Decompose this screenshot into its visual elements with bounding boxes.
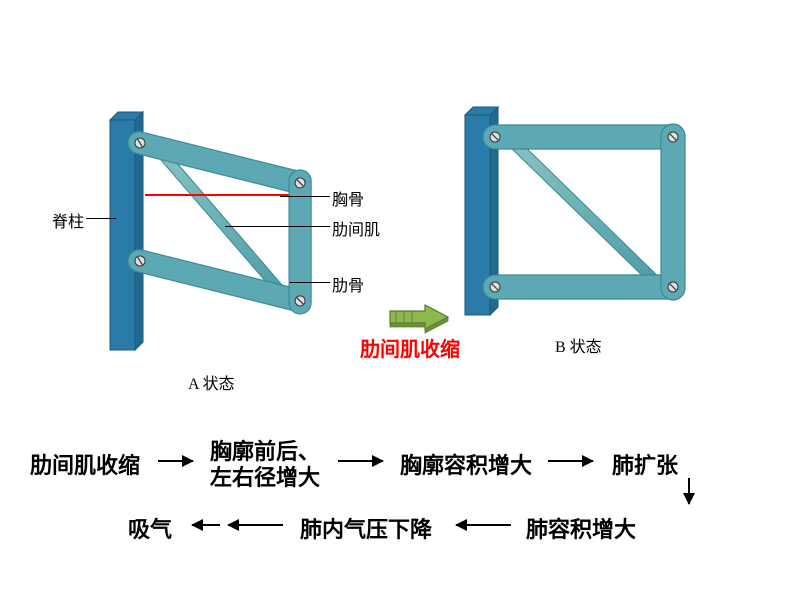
- flow-arrow-5: [456, 524, 511, 526]
- flow-step5: 肺容积增大: [526, 512, 636, 544]
- label-line-rib: [290, 282, 330, 283]
- label-spine: 脊柱: [52, 208, 84, 232]
- flow-step1: 肋间肌收缩: [30, 448, 140, 480]
- flow-step7: 吸气: [128, 512, 172, 544]
- flow-arrow-6: [228, 524, 283, 526]
- diagram-a: [110, 120, 370, 380]
- diagram-b: [465, 115, 725, 335]
- flow-arrow-4: [688, 478, 690, 504]
- label-line-intercostal: [225, 226, 330, 227]
- label-rib: 肋骨: [332, 272, 364, 296]
- action-label: 肋间肌收缩: [360, 333, 460, 362]
- flow-arrow-3: [548, 460, 593, 462]
- flow-step2b: 左右径增大: [210, 460, 320, 492]
- flow-arrow-6b: [192, 524, 220, 526]
- state-b-label: B 状态: [555, 333, 602, 357]
- flow-arrow-1: [158, 460, 193, 462]
- label-line-spine: [86, 218, 116, 219]
- state-a-label: A 状态: [188, 370, 235, 394]
- flow-step3: 胸廓容积增大: [400, 448, 532, 480]
- flow-step6: 肺内气压下降: [300, 512, 432, 544]
- label-intercostal: 肋间肌: [332, 216, 380, 240]
- label-line-sternum: [280, 196, 330, 197]
- flow-arrow-2: [338, 460, 383, 462]
- label-sternum: 胸骨: [332, 186, 364, 210]
- flow-step4: 肺扩张: [612, 448, 678, 480]
